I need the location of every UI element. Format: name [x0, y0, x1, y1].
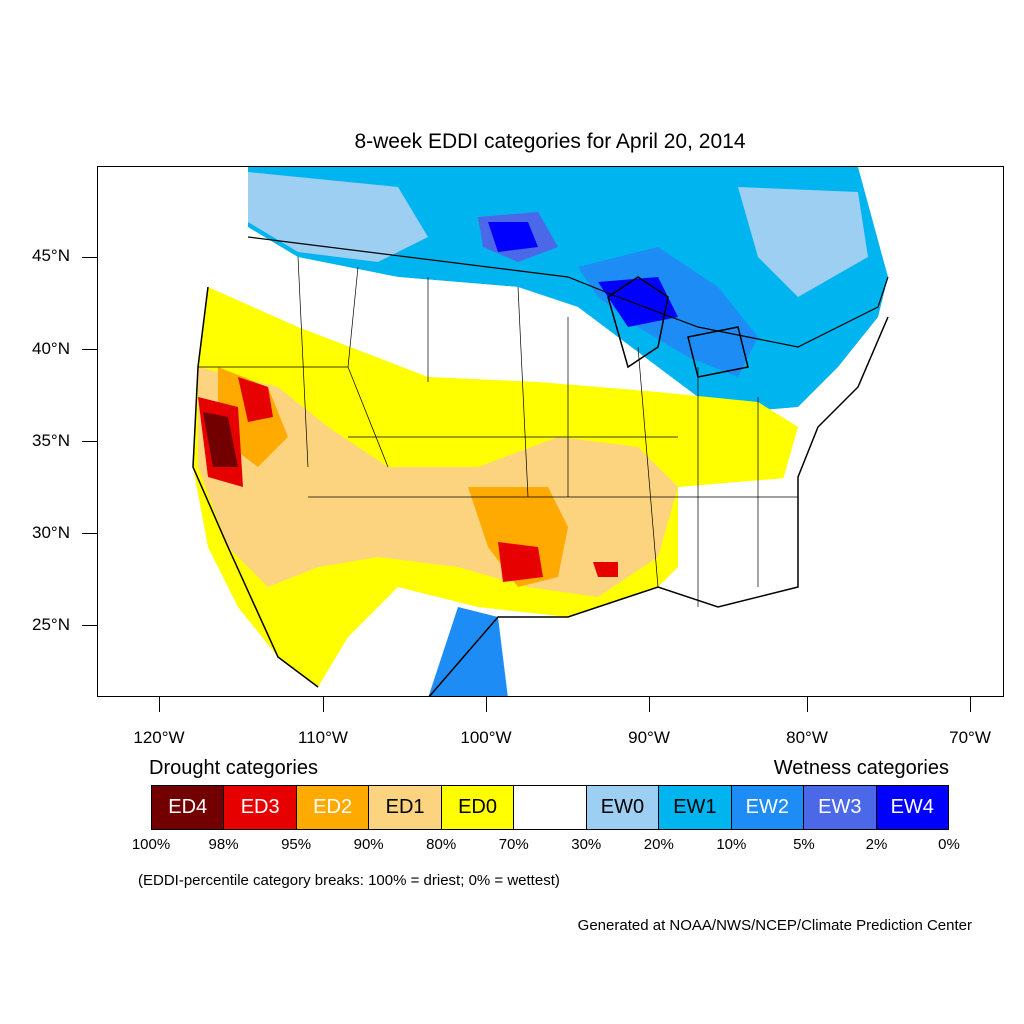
normal-region-southeast	[678, 477, 798, 607]
lon-tick-100	[486, 697, 487, 712]
lon-label-100: 100°W	[460, 728, 512, 747]
lon-label-90: 90°W	[628, 728, 670, 747]
lon-tick-70	[970, 697, 971, 712]
lon-label-70: 70°W	[949, 728, 991, 747]
legend-break-label: 5%	[793, 836, 815, 853]
legend-swatch-normal	[514, 786, 587, 829]
great-lakes	[607, 276, 749, 378]
legend-break-label: 70%	[498, 836, 529, 853]
legend-break-label: 90%	[353, 836, 384, 853]
legend-break-label: 95%	[281, 836, 312, 853]
drought-region-ed2	[468, 487, 568, 587]
legend-break-label: 2%	[865, 836, 888, 853]
legend-swatch-ew4: EW4	[876, 786, 948, 829]
legend-break-label: 20%	[643, 836, 674, 853]
lon-label-80: 80°W	[786, 728, 828, 747]
legend-swatch-ed2: ED2	[296, 786, 370, 829]
wet-region-ew4-a	[488, 222, 538, 252]
lat-tick-35	[82, 441, 97, 442]
legend-break-label: 0%	[938, 836, 960, 853]
credit-line: Generated at NOAA/NWS/NCEP/Climate Predi…	[577, 917, 972, 934]
legend-swatch-ew1: EW1	[659, 786, 732, 829]
lon-tick-80	[807, 697, 808, 712]
legend-swatch-ew2: EW2	[731, 786, 805, 829]
coastline	[192, 286, 889, 696]
lat-label-45: 45°N	[32, 246, 70, 265]
legend-swatch-ew0: EW0	[586, 786, 660, 829]
lat-tick-45	[82, 257, 97, 258]
lon-tick-110	[323, 697, 324, 712]
lat-label-40: 40°N	[32, 339, 70, 358]
lat-tick-40	[82, 349, 97, 350]
lat-label-30: 30°N	[32, 523, 70, 542]
us-border	[247, 236, 889, 348]
drought-region-ed3-d	[593, 562, 618, 577]
legend-bar: ED4 ED3 ED2 ED1 ED0 EW0 EW1 EW2 EW3 EW4	[151, 785, 949, 830]
lon-tick-90	[649, 697, 650, 712]
legend-swatch-ed0: ED0	[441, 786, 515, 829]
wet-region-ew0-b	[738, 187, 868, 297]
drought-region-ed3-c	[498, 542, 543, 582]
legend-break-label: 30%	[571, 836, 602, 853]
category-note: (EDDI-percentile category breaks: 100% =…	[138, 872, 560, 889]
legend-swatch-ew3: EW3	[804, 786, 877, 829]
lat-label-25: 25°N	[32, 615, 70, 634]
legend-swatch-ed1: ED1	[369, 786, 442, 829]
lon-tick-120	[159, 697, 160, 712]
lat-label-35: 35°N	[32, 431, 70, 450]
lon-label-120: 120°W	[133, 728, 185, 747]
wetness-heading: Wetness categories	[773, 757, 949, 779]
drought-heading: Drought categories	[149, 757, 318, 779]
wet-region-ew0-a	[248, 172, 428, 262]
legend-break-label: 10%	[716, 836, 747, 853]
lon-label-110: 110°W	[298, 728, 348, 747]
eddi-map	[97, 166, 1004, 697]
legend-swatch-ed3: ED3	[224, 786, 297, 829]
drought-region-ed3-a	[238, 377, 273, 422]
legend-break-label: 100%	[131, 836, 171, 853]
lat-tick-30	[82, 533, 97, 534]
map-title: 8-week EDDI categories for April 20, 201…	[354, 130, 746, 153]
lat-tick-25	[82, 625, 97, 626]
state-borders	[198, 256, 798, 607]
drought-region-ed4	[203, 412, 238, 467]
legend-break-label: 80%	[426, 836, 457, 853]
legend-break-label: 98%	[208, 836, 239, 853]
map-canvas	[192, 167, 889, 696]
legend-swatch-ed4: ED4	[152, 786, 225, 829]
